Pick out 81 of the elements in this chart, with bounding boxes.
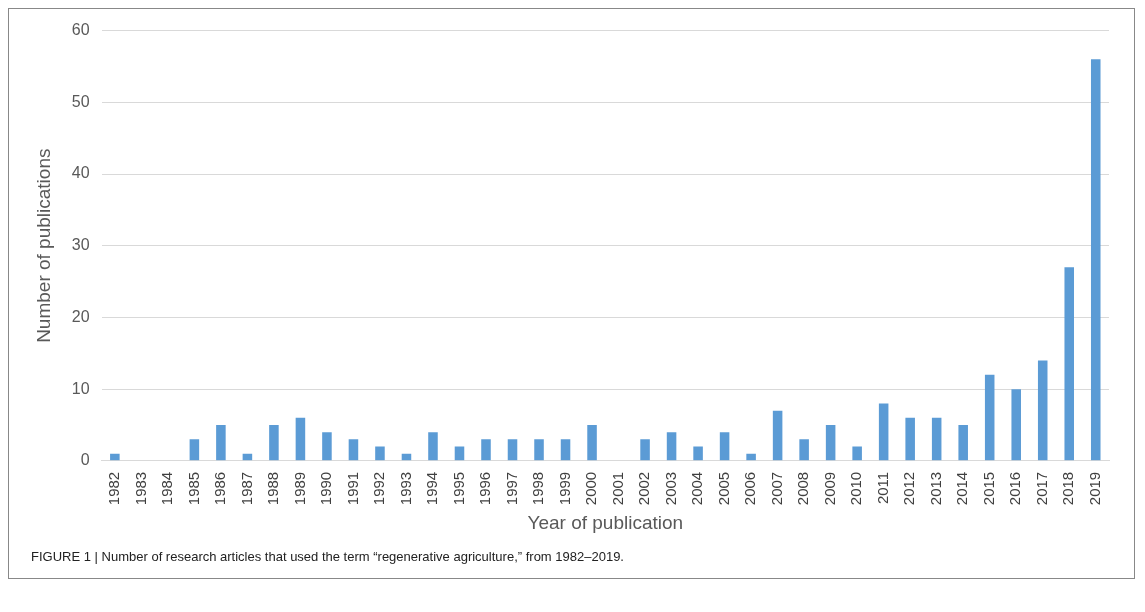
bar [587, 424, 597, 461]
bar [1011, 389, 1021, 461]
x-tick-label: 1996 [476, 471, 494, 506]
x-tick-label: 1983 [131, 471, 149, 506]
x-tick-label: 2001 [608, 471, 626, 506]
bar [719, 432, 730, 461]
caption: FIGURE 1 | Number of research articles that used the term “regenerative agriculture,” from 1982–2019. [30, 548, 625, 566]
y-tick-label: 0 [80, 451, 90, 469]
y-axis-title: Number of publications [32, 148, 54, 343]
x-tick-label: 1986 [211, 471, 229, 506]
bar [454, 446, 465, 461]
x-tick-label: 2016 [1006, 471, 1024, 506]
bar [322, 432, 332, 461]
bar [560, 439, 571, 461]
bar [1090, 59, 1101, 461]
bar [1037, 360, 1048, 461]
bar [905, 417, 915, 461]
x-tick-label: 2013 [926, 471, 944, 506]
bar [481, 439, 491, 461]
x-tick-label: 2015 [979, 471, 997, 506]
bar [958, 424, 968, 461]
bar [1064, 267, 1075, 461]
bar [666, 432, 677, 461]
bar [189, 439, 200, 461]
y-tick-label: 20 [71, 307, 90, 325]
bar [693, 446, 703, 461]
x-tick-label: 1992 [370, 471, 388, 506]
x-tick-label: 1987 [237, 471, 255, 506]
x-tick-label: 1993 [396, 471, 414, 506]
x-tick-label: 2002 [635, 471, 653, 506]
x-tick-label: 1997 [502, 471, 520, 506]
x-tick-label: 2010 [847, 471, 865, 506]
y-tick-label: 50 [71, 92, 90, 110]
y-tick-label: 30 [71, 236, 90, 254]
x-tick-label: 1995 [449, 471, 467, 506]
x-tick-label: 2000 [582, 471, 600, 506]
bar [269, 424, 279, 461]
x-tick-label: 2017 [1032, 471, 1050, 506]
x-tick-label: 1999 [555, 471, 573, 506]
bar [534, 439, 544, 461]
x-tick-label: 2004 [688, 471, 706, 506]
x-tick-label: 2006 [741, 471, 759, 506]
y-tick-label: 60 [71, 21, 90, 39]
x-tick-label: 2009 [820, 471, 838, 506]
x-tick-label: 1984 [158, 471, 176, 506]
x-tick-label: 2018 [1059, 471, 1077, 506]
x-tick-label: 2019 [1085, 471, 1103, 506]
x-tick-label: 2011 [873, 471, 891, 505]
y-tick-label: 40 [71, 164, 90, 182]
bar [746, 453, 756, 461]
x-tick-label: 1988 [264, 471, 282, 506]
x-tick-label: 1998 [529, 471, 547, 506]
bar [348, 439, 359, 461]
x-tick-label: 2014 [953, 471, 971, 506]
bar [110, 453, 120, 461]
x-tick-label: 1989 [290, 471, 308, 506]
bar [375, 446, 385, 461]
x-tick-label: 2003 [661, 471, 679, 506]
x-tick-label: 1991 [343, 471, 361, 506]
x-tick-label: 1982 [104, 471, 122, 506]
bar [878, 403, 889, 461]
x-tick-label: 2005 [714, 471, 732, 506]
x-tick-label: 2012 [900, 471, 918, 506]
bar [507, 439, 518, 461]
bar [825, 424, 836, 461]
bar [216, 424, 226, 461]
bar [772, 410, 783, 461]
bar [640, 439, 650, 461]
x-axis-title: Year of publication [527, 511, 684, 533]
bar [428, 432, 438, 461]
bar [295, 417, 306, 461]
x-tick-label: 1994 [423, 471, 441, 506]
bar [984, 374, 995, 461]
x-tick-label: 1985 [184, 471, 202, 506]
bar [852, 446, 862, 461]
x-tick-label: 2007 [767, 471, 785, 506]
bar [799, 439, 809, 461]
x-tick-label: 2008 [794, 471, 812, 506]
y-tick-label: 10 [71, 379, 90, 397]
bar [931, 417, 942, 461]
x-tick-label: 1990 [317, 471, 335, 506]
